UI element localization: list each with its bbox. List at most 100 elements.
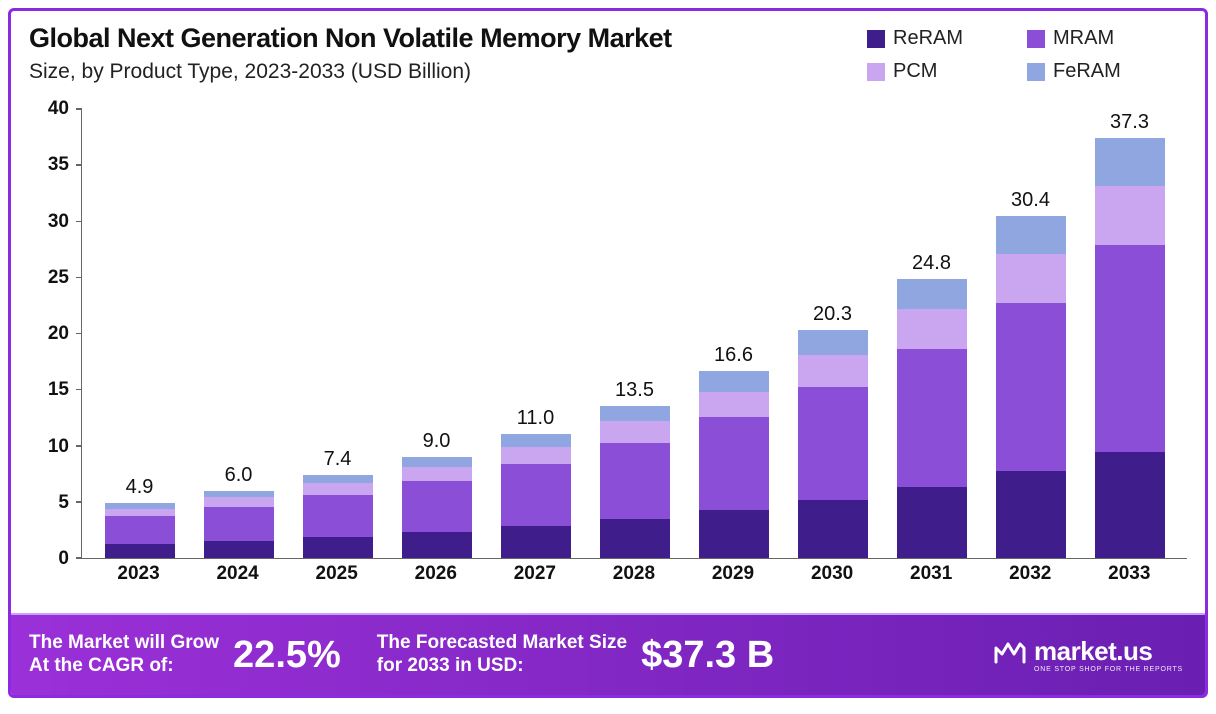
bar-segment bbox=[897, 309, 967, 348]
bar-stack bbox=[204, 491, 274, 559]
bar-column: 9.0 bbox=[402, 457, 472, 558]
x-tick-label: 2030 bbox=[797, 559, 867, 587]
x-tick-label: 2029 bbox=[698, 559, 768, 587]
bar-segment bbox=[303, 495, 373, 537]
legend-label: MRAM bbox=[1053, 27, 1114, 50]
x-tick-label: 2028 bbox=[599, 559, 669, 587]
legend-label: FeRAM bbox=[1053, 60, 1121, 83]
x-tick-label: 2024 bbox=[203, 559, 273, 587]
y-tick-label: 40 bbox=[48, 98, 69, 120]
y-tick-mark bbox=[76, 445, 82, 447]
legend-swatch bbox=[1027, 63, 1045, 81]
x-tick-label: 2026 bbox=[401, 559, 471, 587]
bar-stack bbox=[501, 434, 571, 558]
bar-segment bbox=[1095, 138, 1165, 185]
bar-stack bbox=[105, 503, 175, 558]
bar-segment bbox=[501, 526, 571, 558]
bar-total-label: 24.8 bbox=[912, 252, 951, 275]
y-tick-mark bbox=[76, 501, 82, 503]
x-tick-label: 2032 bbox=[995, 559, 1065, 587]
bar-column: 24.8 bbox=[897, 279, 967, 558]
chart-title: Global Next Generation Non Volatile Memo… bbox=[29, 23, 867, 54]
legend: ReRAM MRAM PCM FeRAM bbox=[867, 23, 1187, 83]
legend-swatch bbox=[867, 63, 885, 81]
bar-segment bbox=[501, 434, 571, 446]
bar-segment bbox=[798, 387, 868, 500]
brand-main: market.us bbox=[1034, 638, 1183, 664]
bar-segment bbox=[996, 471, 1066, 558]
bar-column: 16.6 bbox=[699, 371, 769, 558]
bar-segment bbox=[699, 510, 769, 558]
bar-column: 4.9 bbox=[105, 503, 175, 558]
y-tick-mark bbox=[76, 221, 82, 223]
bar-segment bbox=[600, 443, 670, 519]
bar-column: 6.0 bbox=[204, 491, 274, 559]
chart-frame: Global Next Generation Non Volatile Memo… bbox=[8, 8, 1208, 698]
bar-column: 30.4 bbox=[996, 216, 1066, 558]
bar-column: 20.3 bbox=[798, 330, 868, 558]
bar-segment bbox=[1095, 186, 1165, 246]
x-axis-labels: 2023202420252026202720282029203020312032… bbox=[81, 559, 1187, 587]
y-tick-mark bbox=[76, 277, 82, 279]
bar-segment bbox=[600, 519, 670, 558]
bar-total-label: 37.3 bbox=[1110, 111, 1149, 134]
y-tick-label: 15 bbox=[48, 379, 69, 401]
bar-segment bbox=[600, 421, 670, 442]
header: Global Next Generation Non Volatile Memo… bbox=[11, 11, 1205, 84]
plot-area: 0510152025303540 4.96.07.49.011.013.516.… bbox=[29, 109, 1187, 587]
bar-segment bbox=[501, 464, 571, 526]
bar-segment bbox=[303, 537, 373, 558]
bar-segment bbox=[897, 279, 967, 309]
bar-stack bbox=[303, 475, 373, 558]
bar-column: 13.5 bbox=[600, 406, 670, 558]
bar-total-label: 11.0 bbox=[517, 407, 554, 430]
y-tick-mark bbox=[76, 164, 82, 166]
bars-container: 4.9 6.0 7.4 9.0 11.0 13.5 16.6 20.3 24.8 30.4 37.3 bbox=[82, 109, 1187, 558]
bar-stack bbox=[798, 330, 868, 558]
x-tick-label: 2033 bbox=[1094, 559, 1164, 587]
footer-forecast: The Forecasted Market Sizefor 2033 in US… bbox=[359, 632, 792, 678]
legend-item: MRAM bbox=[1027, 27, 1157, 50]
brand-logo-icon bbox=[994, 638, 1026, 673]
bar-segment bbox=[1095, 245, 1165, 452]
y-tick-label: 0 bbox=[58, 548, 69, 570]
bar-total-label: 20.3 bbox=[813, 303, 852, 326]
bar-total-label: 7.4 bbox=[324, 448, 352, 471]
legend-label: ReRAM bbox=[893, 27, 963, 50]
bar-stack bbox=[996, 216, 1066, 558]
y-tick-mark bbox=[76, 389, 82, 391]
bar-segment bbox=[798, 330, 868, 355]
x-tick-label: 2027 bbox=[500, 559, 570, 587]
bar-segment bbox=[105, 509, 175, 517]
legend-item: PCM bbox=[867, 60, 997, 83]
y-tick-label: 30 bbox=[48, 211, 69, 233]
bar-segment bbox=[699, 371, 769, 391]
bar-segment bbox=[402, 532, 472, 558]
bar-segment bbox=[105, 516, 175, 544]
y-tick-label: 35 bbox=[48, 154, 69, 176]
bar-stack bbox=[699, 371, 769, 558]
y-tick-mark bbox=[76, 333, 82, 335]
bar-column: 37.3 bbox=[1095, 138, 1165, 558]
bar-stack bbox=[1095, 138, 1165, 558]
x-tick-label: 2025 bbox=[302, 559, 372, 587]
bar-stack bbox=[897, 279, 967, 558]
x-tick-label: 2031 bbox=[896, 559, 966, 587]
bar-total-label: 13.5 bbox=[615, 379, 654, 402]
bar-segment bbox=[204, 507, 274, 541]
bar-segment bbox=[303, 483, 373, 495]
plot: 4.9 6.0 7.4 9.0 11.0 13.5 16.6 20.3 24.8 30.4 37.3 bbox=[81, 109, 1187, 559]
bar-segment bbox=[402, 457, 472, 467]
bar-total-label: 30.4 bbox=[1011, 189, 1050, 212]
bar-segment bbox=[1095, 452, 1165, 558]
chart-subtitle: Size, by Product Type, 2023-2033 (USD Bi… bbox=[29, 60, 867, 84]
bar-segment bbox=[600, 406, 670, 421]
brand-name: market.us ONE STOP SHOP FOR THE REPORTS bbox=[1034, 638, 1183, 673]
bar-segment bbox=[798, 500, 868, 559]
bar-segment bbox=[204, 497, 274, 507]
bar-segment bbox=[996, 216, 1066, 254]
y-tick-label: 10 bbox=[48, 436, 69, 458]
legend-swatch bbox=[867, 30, 885, 48]
bar-segment bbox=[303, 475, 373, 483]
footer-forecast-text: The Forecasted Market Sizefor 2033 in US… bbox=[377, 632, 627, 678]
